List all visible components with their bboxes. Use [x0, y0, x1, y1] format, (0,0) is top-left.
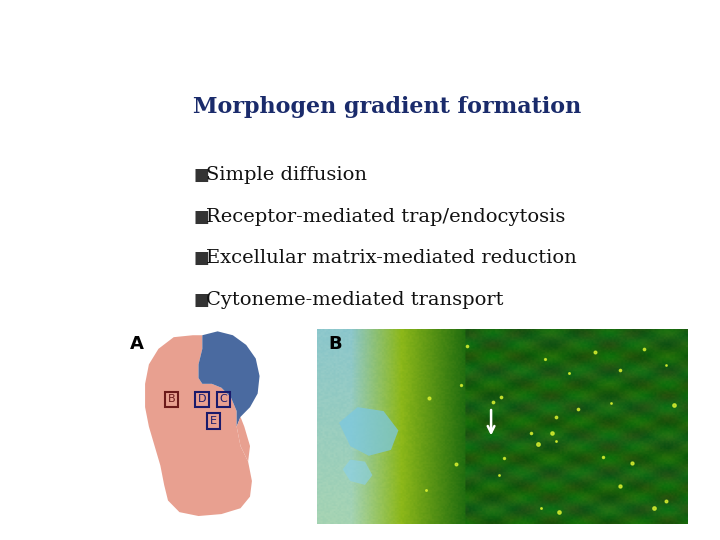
Text: A: A: [130, 335, 144, 353]
Polygon shape: [199, 332, 260, 427]
Polygon shape: [339, 407, 398, 456]
Text: ■: ■: [193, 249, 209, 267]
Text: ■: ■: [193, 291, 209, 309]
Text: C: C: [220, 394, 228, 404]
Text: Cytoneme-mediated transport: Cytoneme-mediated transport: [205, 291, 503, 309]
Text: Morphogen gradient formation: Morphogen gradient formation: [193, 96, 582, 118]
Polygon shape: [343, 460, 372, 485]
Polygon shape: [145, 335, 252, 516]
Text: ■: ■: [193, 166, 209, 184]
Text: Receptor-mediated trap/endocytosis: Receptor-mediated trap/endocytosis: [205, 207, 565, 226]
Text: B: B: [328, 335, 341, 353]
Text: B: B: [168, 394, 176, 404]
Text: ■: ■: [193, 207, 209, 226]
Text: Simple diffusion: Simple diffusion: [205, 166, 366, 184]
Polygon shape: [237, 417, 250, 462]
Text: D: D: [198, 394, 207, 404]
Text: E: E: [210, 416, 217, 426]
Text: Excellular matrix-mediated reduction: Excellular matrix-mediated reduction: [205, 249, 576, 267]
